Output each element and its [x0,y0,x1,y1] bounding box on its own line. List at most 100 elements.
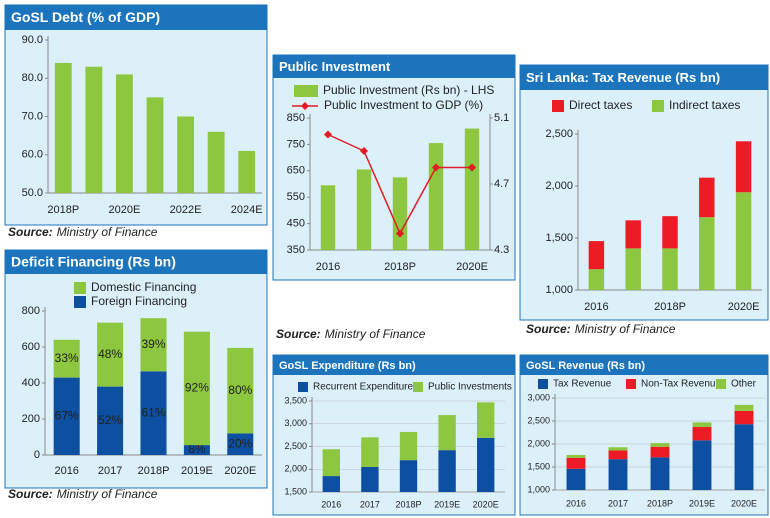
bar [608,459,628,490]
y-tick-label: 650 [287,165,305,177]
bar [399,460,418,492]
bar [625,220,641,249]
x-tick-label: 2020E [224,465,256,477]
legend-swatch [74,296,86,308]
source-label: Source: [276,327,321,341]
bar [85,66,103,193]
y-tick-label: 3,500 [284,395,307,405]
y-tick-label: 3,000 [284,418,307,428]
percent-label: 52% [98,413,122,427]
bar [608,450,628,460]
legend-swatch [413,382,423,392]
panel [272,354,516,516]
source-label: Source: [8,487,53,501]
x-tick-label: 2016 [321,499,341,509]
y2-tick-label: 4.3 [494,244,509,256]
legend-label: Indirect taxes [669,98,740,112]
panel [4,4,268,226]
bar [399,431,418,461]
legend-label: Foreign Financing [91,294,187,308]
legend-swatch [716,379,726,389]
bar [438,450,456,492]
bar [227,347,254,434]
x-tick-label: 2017 [608,498,628,508]
x-tick-label: 2018P [384,261,416,273]
marker [396,229,404,238]
y-tick-label: 800 [22,305,40,317]
percent-label: 20% [228,436,252,450]
source-text: Ministry of Finance [57,487,158,501]
marker [360,147,368,155]
chart-title: GoSL Revenue (Rs bn) [526,360,645,372]
y-tick-label: 2,000 [545,180,573,192]
bar [183,331,210,446]
y-tick-label: 80.0 [22,72,43,84]
bar [692,426,712,441]
bar [735,141,752,193]
marker [468,163,476,172]
y-tick-label: 70.0 [22,110,43,122]
panel-header [5,5,267,30]
y-tick-label: 1,000 [527,484,550,494]
bar [320,185,336,250]
bar [238,150,256,193]
source: Source: Ministry of Finance [526,322,676,336]
x-tick-label: 2020E [731,498,757,508]
y-tick-label: 200 [22,413,40,425]
legend-label: Direct taxes [569,98,632,112]
y-tick-label: 2,000 [284,464,307,474]
y-tick-label: 850 [287,112,305,124]
y-tick-label: 1,500 [545,232,573,244]
x-tick-label: 2019E [181,465,213,477]
x-tick-label: 2016 [54,465,78,477]
bar [588,269,605,290]
bar [464,128,480,250]
bar [356,169,372,250]
bar [734,424,754,490]
chart-title: Deficit Financing (Rs bn) [11,254,176,270]
bar [566,455,586,458]
bar [322,449,340,477]
legend-swatch [552,100,564,112]
bar [183,445,210,455]
source-label: Source: [526,322,571,336]
x-tick-label: 2018P [138,465,170,477]
bar [734,410,754,425]
y-tick-label: 90.0 [22,34,43,46]
y-tick-label: 50.0 [22,187,43,199]
legend-label: Tax Revenue [553,379,612,390]
marker [432,163,440,172]
bar [650,446,670,458]
legend-swatch [652,100,664,112]
source-label: Source: [8,225,53,239]
panel-header [520,355,768,375]
chart-title: GoSL Debt (% of GDP) [11,9,160,25]
panel [519,354,769,516]
x-tick-label: 2019E [689,498,715,508]
bar [177,116,194,193]
bar [650,457,670,490]
legend-swatch [538,379,548,389]
x-tick-label: 2018P [647,498,673,508]
y2-tick-label: 4.7 [494,178,509,190]
x-tick-label: 2019E [434,499,460,509]
x-tick-label: 2017 [360,499,380,509]
bar [477,437,495,492]
legend-swatch [294,85,318,97]
y-tick-label: 750 [287,138,305,150]
bar [566,457,586,469]
bar [54,62,72,194]
panel-header [273,355,515,375]
bar [699,217,715,290]
y-tick-label: 400 [22,377,40,389]
y-tick-label: 2,500 [284,441,307,451]
y-tick-label: 2,500 [545,128,573,140]
legend-label: Public Investment (Rs bn) - LHS [323,83,494,97]
legend-swatch [626,379,636,389]
chart-title: GoSL Expenditure (Rs bn) [279,360,416,372]
y-tick-label: 1,000 [545,284,573,296]
x-tick-label: 2016 [566,498,586,508]
percent-label: 8% [188,442,206,456]
legend-marker [301,102,309,110]
